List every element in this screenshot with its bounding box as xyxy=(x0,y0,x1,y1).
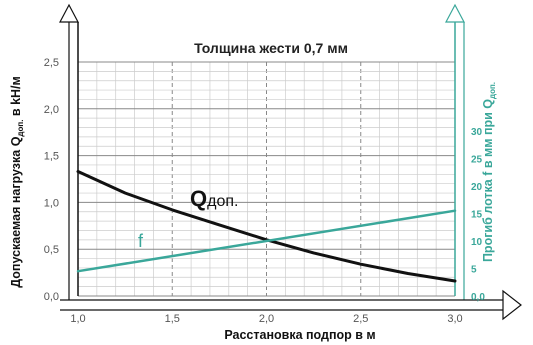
x-tick-label: 3,0 xyxy=(447,313,462,325)
x-tick-label: 1,0 xyxy=(70,313,85,325)
series-lines xyxy=(76,170,457,283)
x-axis-title: Расстановка подпор в м xyxy=(224,328,375,342)
y-right-tick-label: 10 xyxy=(471,237,483,248)
chart-title: Толщина жести 0,7 мм xyxy=(194,40,348,56)
y-axis-left-arrow xyxy=(59,3,79,23)
tick-labels: 1,0 1,5 2,0 2,5 3,0 0,0 0,5 1,0 1,5 2,0 2,5 0,0 5 10 1… xyxy=(44,57,486,325)
y-left-tick-label: 2,5 xyxy=(44,57,59,69)
y-axis-left-title: Допускаемая нагрузка Qдоп. в kH/м xyxy=(9,76,25,288)
y-axis-right-arrow xyxy=(445,3,465,23)
y-right-tick-label: 5 xyxy=(471,264,477,275)
y-left-tick-label: 0,5 xyxy=(44,244,59,256)
y-right-tick-label: 30 xyxy=(471,127,483,138)
y-left-tick-label: 0,0 xyxy=(44,291,59,303)
series-label-f: f xyxy=(138,231,144,251)
x-tick-label: 1,5 xyxy=(165,313,180,325)
y-left-tick-label: 1,0 xyxy=(44,197,59,209)
y-axis-right-title: Прогиб лотка f в мм при Qдоп. xyxy=(481,82,497,262)
axes xyxy=(59,3,522,321)
grid xyxy=(77,61,456,297)
series-label-q: Qдоп. xyxy=(190,186,238,211)
y-right-tick-label: 15 xyxy=(471,209,483,220)
y-right-tick-label: 25 xyxy=(471,154,483,165)
title-background xyxy=(140,38,402,58)
y-right-tick-label: 0,0 xyxy=(471,292,485,303)
x-axis-arrow xyxy=(502,289,522,321)
y-right-tick-label: 20 xyxy=(471,182,483,193)
y-left-tick-label: 2,0 xyxy=(44,104,59,116)
x-tick-label: 2,5 xyxy=(353,313,368,325)
series-line-f xyxy=(76,209,457,273)
y-left-tick-label: 1,5 xyxy=(44,151,59,163)
x-tick-label: 2,0 xyxy=(259,313,274,325)
